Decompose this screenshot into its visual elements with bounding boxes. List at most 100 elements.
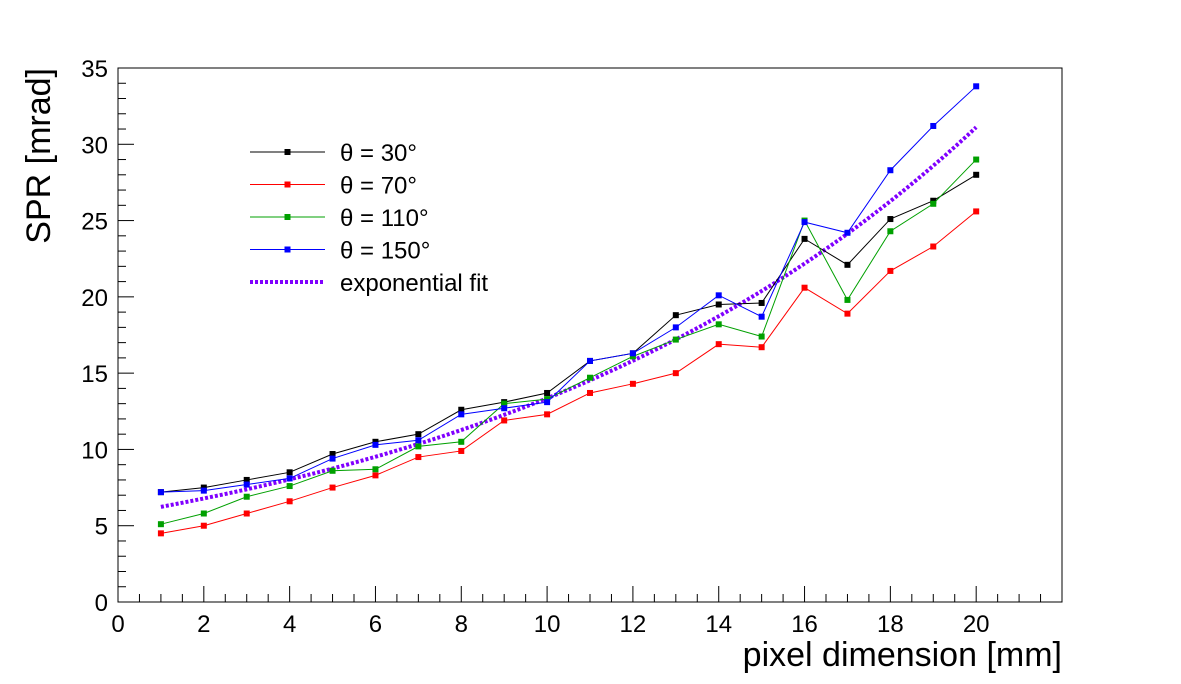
legend-entry: θ = 70° <box>250 173 417 200</box>
data-point <box>844 296 851 303</box>
x-axis-label: pixel dimension [mm] <box>743 636 1062 674</box>
data-point <box>372 438 379 445</box>
x-tick-label: 14 <box>705 611 732 638</box>
data-point <box>715 292 722 299</box>
legend-marker <box>284 149 291 155</box>
data-point <box>458 438 465 445</box>
data-point <box>930 200 937 207</box>
data-point <box>243 493 250 500</box>
y-tick-label: 30 <box>81 132 108 159</box>
data-point <box>286 469 293 476</box>
x-tick-label: 4 <box>283 611 296 638</box>
data-point <box>200 487 207 494</box>
data-point <box>844 310 851 317</box>
series-line <box>160 159 977 525</box>
legend-label: θ = 110° <box>340 205 429 232</box>
data-point <box>715 341 722 348</box>
data-point <box>329 484 336 491</box>
data-point <box>887 167 894 174</box>
x-tick-label: 20 <box>963 611 990 638</box>
legend-label: θ = 150° <box>340 238 430 265</box>
data-point <box>930 197 937 204</box>
data-point <box>844 261 851 268</box>
data-point <box>501 417 508 424</box>
data-point <box>672 336 679 343</box>
legend: θ = 30° θ = 70° θ = 110° θ = 150° exponentia… <box>250 140 488 297</box>
data-point <box>973 171 980 178</box>
y-tick-label: 25 <box>81 209 108 236</box>
x-tick-label: 6 <box>369 611 382 638</box>
x-tick-label: 18 <box>877 611 904 638</box>
data-point <box>372 441 379 448</box>
y-tick-label: 15 <box>81 361 108 388</box>
data-point <box>372 466 379 473</box>
data-point <box>629 380 636 387</box>
data-point <box>286 475 293 482</box>
x-tick-label: 2 <box>197 611 210 638</box>
data-point <box>200 484 207 491</box>
data-point <box>415 437 422 444</box>
data-point <box>544 396 551 403</box>
series-layer <box>157 83 980 537</box>
data-point <box>458 447 465 454</box>
data-point <box>887 267 894 274</box>
series-2 <box>157 208 980 537</box>
data-point <box>200 510 207 517</box>
data-point <box>415 454 422 461</box>
data-point <box>801 284 808 291</box>
legend-marker <box>284 246 291 253</box>
data-point <box>243 481 250 488</box>
data-point <box>458 406 465 413</box>
data-point <box>243 476 250 483</box>
data-point <box>372 472 379 479</box>
data-point <box>544 389 551 396</box>
data-point <box>930 243 937 250</box>
data-point <box>801 235 808 242</box>
data-point <box>501 400 508 407</box>
data-point <box>544 399 551 406</box>
data-point <box>973 156 980 163</box>
data-point <box>200 522 207 529</box>
data-point <box>973 208 980 215</box>
data-point <box>844 229 851 236</box>
data-point <box>157 530 164 537</box>
data-point <box>286 498 293 505</box>
data-point <box>758 299 765 306</box>
data-point <box>329 467 336 474</box>
data-point <box>329 451 336 458</box>
data-point <box>758 333 765 340</box>
series-3 <box>157 156 980 528</box>
legend-label: θ = 70° <box>340 173 417 200</box>
legend-label: θ = 30° <box>340 140 417 167</box>
data-point <box>458 411 465 418</box>
data-point <box>887 216 894 223</box>
y-tick-label: 5 <box>95 514 108 541</box>
legend-entry: θ = 30° <box>250 140 417 167</box>
data-point <box>672 324 679 331</box>
legend-marker <box>284 181 291 188</box>
data-point <box>587 389 593 396</box>
legend-entry: θ = 110° <box>250 205 429 232</box>
data-point <box>887 228 894 235</box>
data-point <box>930 122 937 129</box>
x-tick-label: 12 <box>620 611 647 638</box>
series-exponential-fit <box>160 125 978 509</box>
data-point <box>672 370 679 377</box>
data-point <box>243 510 250 517</box>
data-point <box>587 374 593 381</box>
data-point <box>801 219 808 226</box>
data-point <box>715 301 722 308</box>
x-tick-label: 8 <box>455 611 468 638</box>
series-line <box>160 85 977 493</box>
series-4 <box>157 83 980 496</box>
y-tick-label: 0 <box>95 590 108 617</box>
fit-curve <box>160 125 978 509</box>
data-point <box>286 483 293 490</box>
data-point <box>415 443 422 450</box>
x-tick-label: 16 <box>791 611 818 638</box>
data-point <box>501 405 508 412</box>
axis-ticks <box>117 67 1063 603</box>
series-line <box>160 211 977 534</box>
